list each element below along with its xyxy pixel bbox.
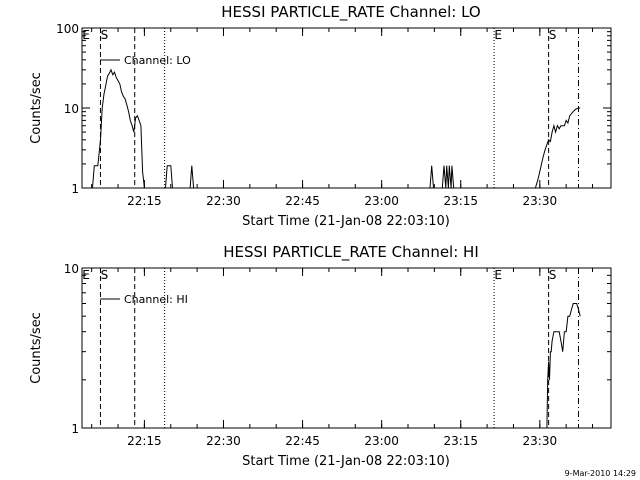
panel-hi-data bbox=[546, 303, 581, 429]
series-line-segment bbox=[546, 303, 581, 429]
x-tick-label: 23:15 bbox=[443, 434, 478, 448]
x-tick-label: 23:00 bbox=[364, 194, 399, 208]
panel-hi: HESSI PARTICLE_RATE Channel: HI 22:15 22:… bbox=[29, 243, 612, 469]
y-tick-label: 10 bbox=[64, 262, 79, 276]
event-marker-label: E bbox=[82, 28, 90, 42]
legend-label-hi: Channel: HI bbox=[124, 293, 188, 306]
x-tick-label: 22:30 bbox=[206, 194, 241, 208]
panel-lo-frame bbox=[81, 27, 612, 189]
series-line-segment bbox=[534, 107, 581, 189]
event-marker-label: S bbox=[101, 268, 109, 282]
panel-hi-ticks: 22:15 22:30 22:45 23:00 23:15 23:30 1 10 bbox=[64, 262, 611, 448]
event-marker-label: E bbox=[494, 28, 502, 42]
x-tick-label: 23:30 bbox=[523, 194, 558, 208]
panel-lo-ticks: 22:15 22:30 22:45 23:00 23:15 23:30 1 10 100 bbox=[56, 22, 611, 208]
event-marker-label: S bbox=[101, 28, 109, 42]
panel-lo-title: HESSI PARTICLE_RATE Channel: LO bbox=[221, 3, 480, 22]
series-line-segment bbox=[429, 165, 434, 189]
y-tick-label: 10 bbox=[64, 102, 79, 116]
panel-lo-ylabel: Counts/sec bbox=[29, 72, 44, 144]
panel-hi-frame bbox=[81, 267, 612, 429]
event-marker-label: S bbox=[549, 268, 557, 282]
panel-hi-title: HESSI PARTICLE_RATE Channel: HI bbox=[223, 243, 479, 262]
x-tick-label: 22:15 bbox=[127, 194, 162, 208]
x-tick-label: 22:30 bbox=[206, 434, 241, 448]
panel-lo: HESSI PARTICLE_RATE Channel: LO 22:15 22:… bbox=[29, 3, 612, 229]
x-tick-label: 22:15 bbox=[127, 434, 162, 448]
series-line-segment bbox=[441, 165, 455, 189]
event-marker-label: E bbox=[82, 268, 90, 282]
event-marker-label: S bbox=[549, 28, 557, 42]
x-tick-label: 23:15 bbox=[443, 194, 478, 208]
y-tick-label: 100 bbox=[56, 22, 79, 36]
x-tick-label: 22:45 bbox=[285, 434, 320, 448]
series-line-segment bbox=[92, 68, 145, 189]
panel-hi-xlabel: Start Time (21-Jan-08 22:03:10) bbox=[242, 454, 450, 469]
y-tick-label: 1 bbox=[71, 422, 79, 436]
panel-lo-legend: Channel: LO bbox=[100, 54, 191, 67]
panel-hi-ylabel: Counts/sec bbox=[29, 312, 44, 384]
panel-lo-data bbox=[92, 68, 581, 189]
x-tick-label: 22:45 bbox=[285, 194, 320, 208]
x-tick-label: 23:30 bbox=[523, 434, 558, 448]
timestamp: 9-Mar-2010 14:29 bbox=[565, 469, 636, 478]
series-line-segment bbox=[189, 165, 195, 189]
event-marker-label: E bbox=[494, 268, 502, 282]
series-line-segment bbox=[165, 165, 173, 189]
y-tick-label: 1 bbox=[71, 182, 79, 196]
panel-hi-legend: Channel: HI bbox=[100, 293, 188, 306]
x-tick-label: 23:00 bbox=[364, 434, 399, 448]
panel-lo-xlabel: Start Time (21-Jan-08 22:03:10) bbox=[242, 214, 450, 229]
legend-label-lo: Channel: LO bbox=[124, 54, 191, 67]
